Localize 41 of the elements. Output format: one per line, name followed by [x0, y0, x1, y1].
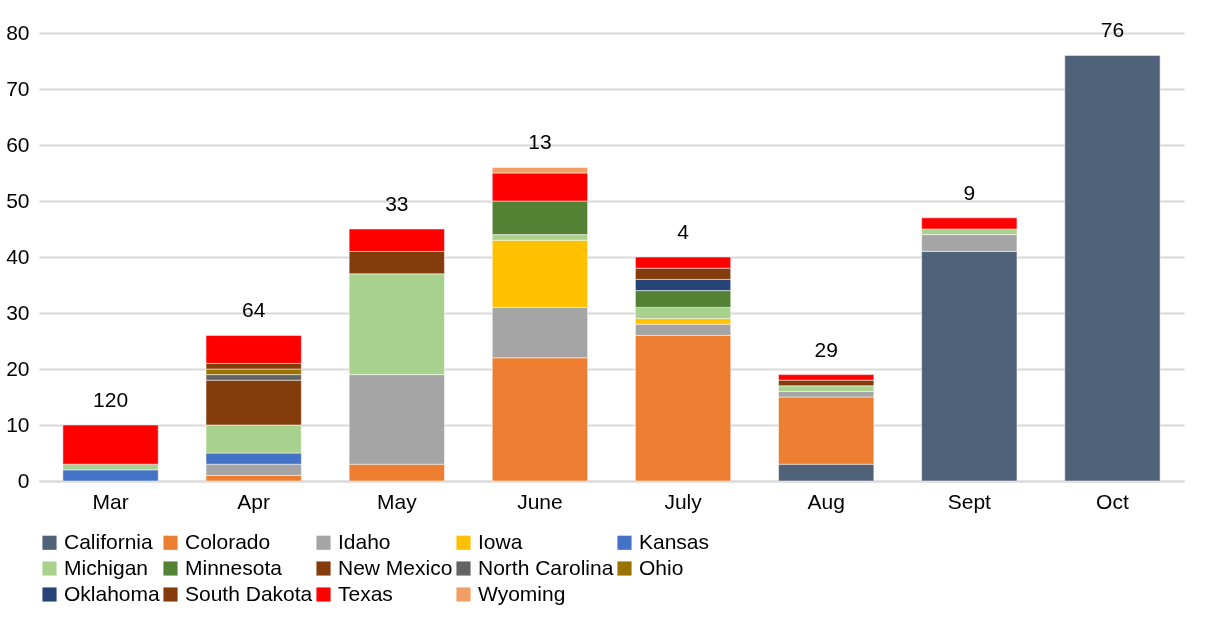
x-tick-label: May	[376, 489, 418, 513]
legend-label: Idaho	[338, 529, 391, 553]
y-tick-label: 80	[6, 20, 30, 44]
x-tick-label: Sept	[947, 489, 992, 513]
annotation: 76	[1100, 18, 1125, 42]
legend-label: New Mexico	[338, 555, 453, 579]
legend-label: Michigan	[64, 555, 149, 579]
annotation: 120	[93, 388, 129, 411]
legend-label: North Carolina	[478, 555, 614, 579]
annotation: 4	[677, 220, 690, 243]
annotation: 33	[385, 192, 409, 215]
x-tick-label: Apr	[237, 489, 271, 513]
y-tick-label: 60	[6, 132, 30, 156]
y-tick-label: 50	[6, 188, 30, 212]
annotation: 29	[814, 337, 838, 361]
y-tick-label: 70	[6, 76, 30, 100]
legend-label: Texas	[338, 581, 393, 605]
x-tick-label: Oct	[1096, 489, 1129, 513]
legend-label: Colorado	[185, 529, 271, 553]
legend-label: California	[64, 529, 154, 553]
x-tick-label: Aug	[807, 489, 845, 513]
x-tick-label: Mar	[92, 489, 129, 513]
y-tick-label: 10	[6, 412, 30, 436]
x-tick-label: June	[517, 489, 563, 513]
bar	[62, 469, 159, 482]
legend-label: Wyoming	[478, 581, 566, 605]
legend-label: Oklahoma	[64, 581, 161, 605]
legend-label: Kansas	[639, 529, 710, 553]
bar	[1064, 55, 1161, 482]
legend-label: Iowa	[478, 529, 523, 553]
legend-label: South Dakota	[185, 581, 313, 605]
legend-label: Minnesota	[185, 555, 283, 579]
y-tick-label: 20	[6, 356, 30, 380]
annotation: 64	[242, 298, 266, 322]
x-tick-label: July	[664, 489, 703, 513]
legend-label: Ohio	[639, 555, 684, 579]
y-tick-label: 40	[6, 244, 30, 268]
annotation: 13	[528, 130, 552, 154]
y-tick-label: 0	[17, 468, 30, 492]
annotation: 9	[963, 180, 976, 204]
y-tick-label: 30	[6, 300, 30, 324]
